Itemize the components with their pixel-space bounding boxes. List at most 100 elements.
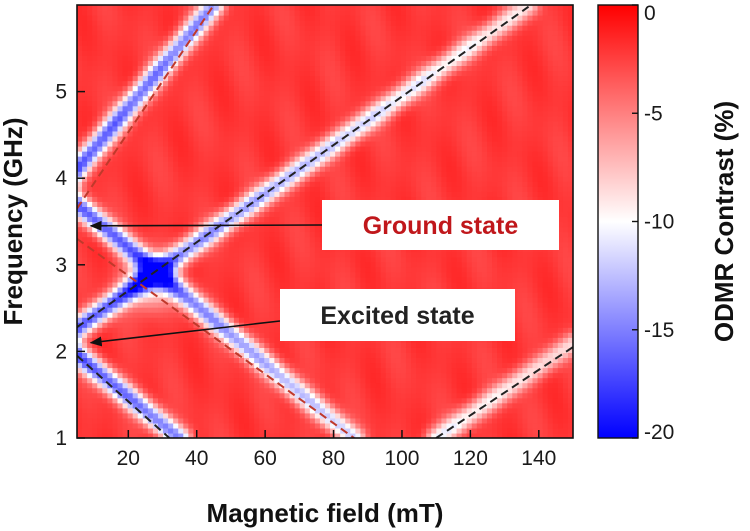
heatmap-cell [117, 95, 124, 102]
heatmap-cell [163, 15, 169, 21]
heatmap-cell [269, 297, 275, 303]
heatmap-cell [142, 317, 149, 323]
heatmap-cell [345, 261, 351, 268]
heatmap-cell [294, 427, 301, 434]
heatmap-cell [198, 206, 205, 213]
heatmap-cell [228, 392, 235, 399]
heatmap-cell [193, 45, 200, 51]
heatmap-cell [203, 216, 210, 223]
heatmap-cell [183, 342, 189, 348]
heatmap-cell [208, 367, 215, 374]
heatmap-cell [97, 241, 103, 248]
heatmap-cell [203, 236, 210, 243]
heatmap-cell [365, 161, 372, 167]
heatmap-cell [365, 45, 372, 51]
heatmap-cell [249, 417, 255, 424]
heatmap-cell [279, 181, 286, 187]
heatmap-cell [309, 85, 316, 92]
heatmap-cell [309, 176, 316, 182]
heatmap-cell [188, 90, 195, 97]
heatmap-cell [102, 80, 108, 87]
heatmap-cell [264, 387, 270, 394]
heatmap-cell [198, 276, 205, 283]
heatmap-cell [279, 422, 286, 429]
heatmap-cell [274, 281, 281, 288]
heatmap-cell [345, 171, 351, 177]
heatmap-cell [142, 342, 149, 348]
heatmap-cell [157, 317, 164, 323]
heatmap-cell [163, 20, 169, 26]
heatmap-cell [147, 211, 154, 218]
heatmap-cell [360, 402, 367, 409]
heatmap-cell [127, 367, 134, 374]
heatmap-cell [137, 397, 144, 404]
heatmap-cell [228, 231, 235, 238]
heatmap-cell [147, 151, 154, 157]
heatmap-cell [254, 337, 260, 343]
heatmap-cell [203, 357, 210, 364]
heatmap-cell [117, 297, 124, 303]
heatmap-cell [107, 281, 114, 288]
heatmap-cell [107, 201, 114, 207]
heatmap-cell [157, 206, 164, 213]
heatmap-cell [157, 407, 164, 414]
heatmap-cell [208, 140, 215, 147]
heatmap-cell [244, 115, 250, 122]
heatmap-cell [335, 367, 341, 374]
heatmap-cell [183, 151, 189, 157]
heatmap-cell [345, 347, 351, 353]
heatmap-cell [198, 176, 205, 182]
heatmap-cell [163, 70, 169, 77]
heatmap-cell [365, 397, 372, 404]
heatmap-cell [87, 246, 93, 253]
heatmap-cell [127, 276, 134, 283]
heatmap-cell [340, 181, 346, 187]
heatmap-cell [213, 40, 220, 46]
heatmap-cell [92, 130, 98, 137]
heatmap-cell [304, 226, 311, 233]
heatmap-cell [173, 387, 179, 394]
heatmap-cell [77, 120, 83, 127]
heatmap-cell [218, 156, 225, 162]
heatmap-cell [340, 256, 346, 263]
heatmap-cell [112, 297, 119, 303]
heatmap-cell [163, 176, 169, 182]
heatmap-cell [203, 281, 210, 288]
heatmap-cell [127, 362, 134, 369]
heatmap-cell [102, 191, 108, 197]
heatmap-cell [183, 70, 189, 77]
heatmap-cell [355, 176, 362, 182]
heatmap-cell [132, 297, 139, 303]
heatmap-cell [208, 342, 215, 348]
heatmap-cell [77, 347, 83, 353]
heatmap-cell [314, 125, 321, 132]
heatmap-cell [218, 302, 225, 308]
heatmap-cell [188, 362, 195, 369]
heatmap-cell [117, 216, 124, 223]
heatmap-cell [122, 176, 129, 182]
heatmap-cell [249, 156, 255, 162]
heatmap-cell [102, 417, 108, 424]
heatmap-cell [193, 65, 200, 72]
heatmap-cell [193, 181, 200, 187]
heatmap-cell [173, 90, 179, 97]
heatmap-cell [147, 367, 154, 374]
heatmap-cell [122, 60, 129, 67]
heatmap-cell [350, 20, 356, 26]
heatmap-cell [208, 281, 215, 288]
heatmap-cell [264, 161, 270, 167]
heatmap-cell [289, 30, 296, 36]
heatmap-cell [92, 256, 98, 263]
heatmap-cell [92, 317, 98, 323]
heatmap-cell [188, 45, 195, 51]
heatmap-cell [77, 166, 83, 172]
heatmap-cell [142, 125, 149, 132]
heatmap-cell [274, 266, 281, 273]
heatmap-cell [335, 120, 341, 127]
heatmap-cell [228, 241, 235, 248]
heatmap-cell [188, 115, 195, 122]
heatmap-cell [325, 100, 331, 107]
heatmap-cell [157, 377, 164, 384]
heatmap-cell [97, 206, 103, 213]
heatmap-cell [127, 347, 134, 353]
